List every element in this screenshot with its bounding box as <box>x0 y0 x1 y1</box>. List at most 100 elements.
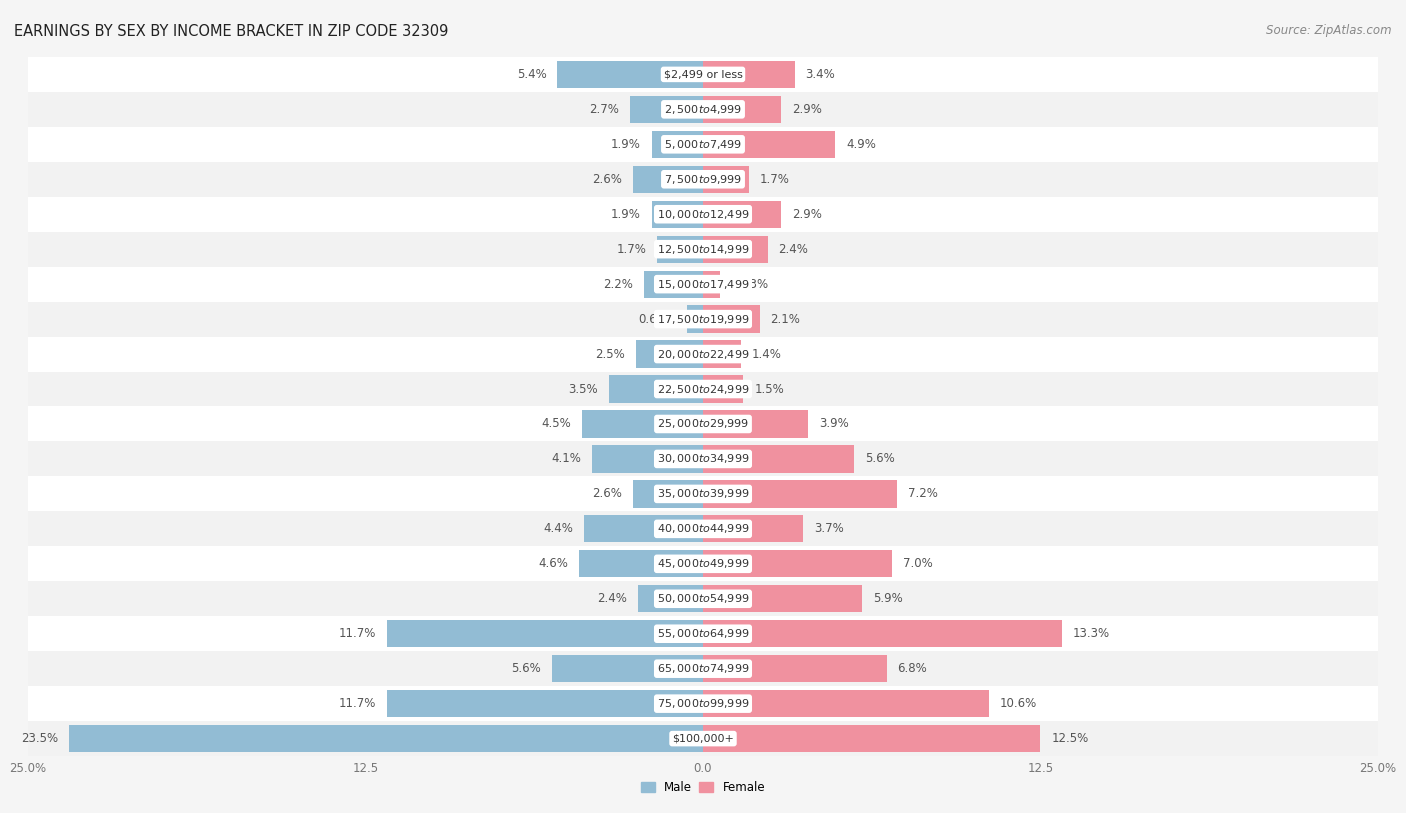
Bar <box>703 166 749 193</box>
Text: 2.2%: 2.2% <box>603 278 633 290</box>
Text: 5.4%: 5.4% <box>516 68 547 80</box>
Bar <box>703 550 891 577</box>
Text: 2.9%: 2.9% <box>792 103 823 115</box>
Text: 7.2%: 7.2% <box>908 488 938 500</box>
Text: 4.4%: 4.4% <box>544 523 574 535</box>
Bar <box>579 550 703 577</box>
Text: $12,500 to $14,999: $12,500 to $14,999 <box>657 243 749 255</box>
Text: 1.4%: 1.4% <box>752 348 782 360</box>
Text: 5.6%: 5.6% <box>512 663 541 675</box>
Bar <box>633 480 703 507</box>
Bar <box>582 411 703 437</box>
Bar <box>28 127 1378 162</box>
Text: 2.7%: 2.7% <box>589 103 619 115</box>
Text: $10,000 to $12,499: $10,000 to $12,499 <box>657 208 749 220</box>
Bar <box>703 271 720 298</box>
Text: 2.9%: 2.9% <box>792 208 823 220</box>
Bar <box>652 201 703 228</box>
Text: 2.6%: 2.6% <box>592 488 621 500</box>
Bar <box>703 201 782 228</box>
Text: 2.5%: 2.5% <box>595 348 624 360</box>
Bar <box>703 411 808 437</box>
Bar <box>387 690 703 717</box>
Bar <box>703 96 782 123</box>
Bar <box>703 306 759 333</box>
Text: $40,000 to $44,999: $40,000 to $44,999 <box>657 523 749 535</box>
Text: 3.5%: 3.5% <box>568 383 598 395</box>
Bar <box>703 61 794 88</box>
Text: 23.5%: 23.5% <box>21 733 58 745</box>
Bar <box>638 585 703 612</box>
Bar <box>28 581 1378 616</box>
Legend: Male, Female: Male, Female <box>636 776 770 799</box>
Text: $55,000 to $64,999: $55,000 to $64,999 <box>657 628 749 640</box>
Text: $2,499 or less: $2,499 or less <box>664 69 742 80</box>
Text: 5.9%: 5.9% <box>873 593 903 605</box>
Text: 3.4%: 3.4% <box>806 68 835 80</box>
Bar <box>652 131 703 158</box>
Bar <box>636 341 703 367</box>
Bar <box>703 515 803 542</box>
Text: 5.6%: 5.6% <box>865 453 894 465</box>
Bar <box>28 441 1378 476</box>
Text: $15,000 to $17,499: $15,000 to $17,499 <box>657 278 749 290</box>
Text: 1.9%: 1.9% <box>612 138 641 150</box>
Bar <box>703 620 1062 647</box>
Text: $7,500 to $9,999: $7,500 to $9,999 <box>664 173 742 185</box>
Bar <box>387 620 703 647</box>
Text: 0.61%: 0.61% <box>638 313 676 325</box>
Text: Source: ZipAtlas.com: Source: ZipAtlas.com <box>1267 24 1392 37</box>
Bar <box>703 690 990 717</box>
Bar <box>585 515 703 542</box>
Bar <box>28 651 1378 686</box>
Bar <box>686 306 703 333</box>
Bar <box>28 232 1378 267</box>
Text: 12.5%: 12.5% <box>1052 733 1088 745</box>
Bar <box>703 446 855 472</box>
Text: $75,000 to $99,999: $75,000 to $99,999 <box>657 698 749 710</box>
Text: 1.9%: 1.9% <box>612 208 641 220</box>
Bar <box>703 585 862 612</box>
Bar <box>28 511 1378 546</box>
Text: 2.4%: 2.4% <box>779 243 808 255</box>
Text: 4.6%: 4.6% <box>538 558 568 570</box>
Bar <box>630 96 703 123</box>
Text: $30,000 to $34,999: $30,000 to $34,999 <box>657 453 749 465</box>
Bar <box>609 376 703 402</box>
Text: 10.6%: 10.6% <box>1000 698 1038 710</box>
Bar <box>703 131 835 158</box>
Bar <box>703 341 741 367</box>
Text: $35,000 to $39,999: $35,000 to $39,999 <box>657 488 749 500</box>
Text: $100,000+: $100,000+ <box>672 733 734 744</box>
Text: 2.1%: 2.1% <box>770 313 800 325</box>
Bar <box>28 546 1378 581</box>
Text: 4.9%: 4.9% <box>846 138 876 150</box>
Text: 4.1%: 4.1% <box>551 453 582 465</box>
Bar <box>28 721 1378 756</box>
Bar <box>28 372 1378 406</box>
Bar <box>69 725 703 752</box>
Bar <box>557 61 703 88</box>
Text: EARNINGS BY SEX BY INCOME BRACKET IN ZIP CODE 32309: EARNINGS BY SEX BY INCOME BRACKET IN ZIP… <box>14 24 449 39</box>
Text: 0.63%: 0.63% <box>731 278 768 290</box>
Bar <box>28 162 1378 197</box>
Bar <box>28 267 1378 302</box>
Bar <box>28 476 1378 511</box>
Text: 1.5%: 1.5% <box>754 383 785 395</box>
Bar <box>657 236 703 263</box>
Bar <box>703 376 744 402</box>
Text: $45,000 to $49,999: $45,000 to $49,999 <box>657 558 749 570</box>
Text: 3.7%: 3.7% <box>814 523 844 535</box>
Bar <box>703 725 1040 752</box>
Text: $2,500 to $4,999: $2,500 to $4,999 <box>664 103 742 115</box>
Bar <box>28 686 1378 721</box>
Bar <box>28 57 1378 92</box>
Text: $5,000 to $7,499: $5,000 to $7,499 <box>664 138 742 150</box>
Bar <box>703 236 768 263</box>
Text: 11.7%: 11.7% <box>339 628 377 640</box>
Text: $25,000 to $29,999: $25,000 to $29,999 <box>657 418 749 430</box>
Bar <box>703 480 897 507</box>
Text: 6.8%: 6.8% <box>897 663 927 675</box>
Text: $20,000 to $22,499: $20,000 to $22,499 <box>657 348 749 360</box>
Bar <box>592 446 703 472</box>
